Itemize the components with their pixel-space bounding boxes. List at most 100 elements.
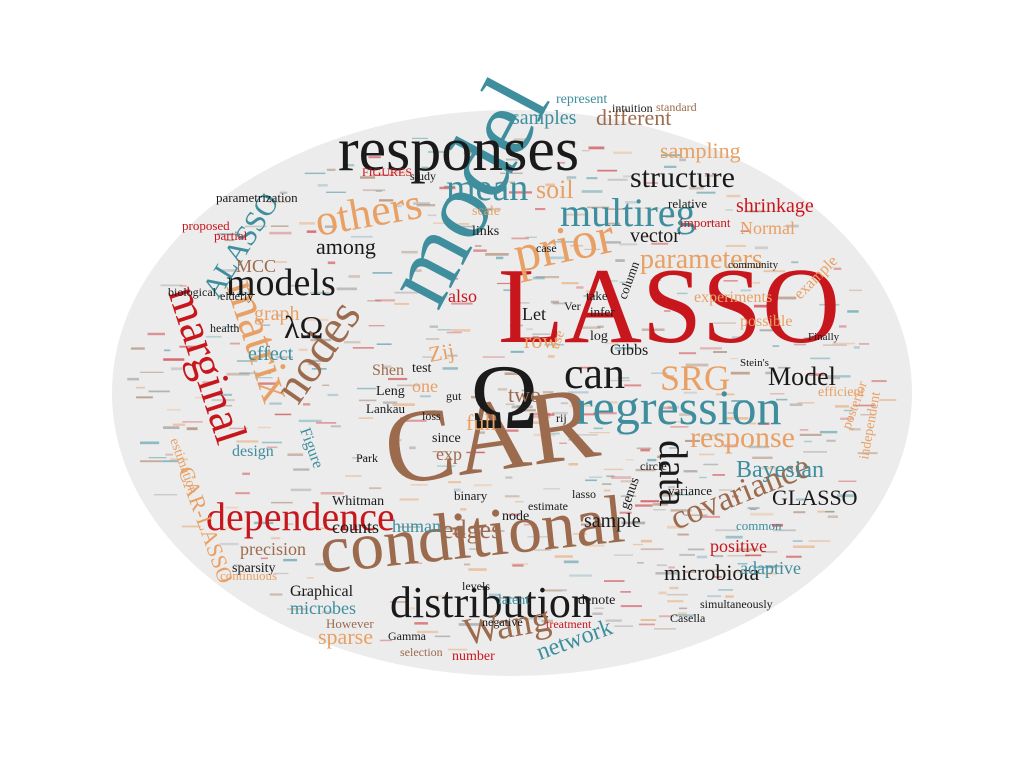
filler-mark	[636, 447, 652, 450]
filler-mark	[269, 402, 282, 405]
filler-mark	[657, 455, 666, 458]
filler-mark	[268, 201, 291, 203]
filler-mark	[308, 363, 321, 366]
filler-mark	[651, 242, 669, 245]
filler-mark	[750, 512, 774, 516]
filler-mark	[421, 166, 429, 168]
filler-mark	[523, 617, 541, 620]
filler-mark	[699, 508, 706, 511]
filler-mark	[353, 525, 371, 528]
word-can: can	[564, 349, 625, 398]
filler-mark	[644, 182, 658, 184]
filler-mark	[615, 259, 625, 262]
filler-mark	[699, 476, 707, 479]
filler-mark	[568, 439, 583, 441]
word-adaptive: adaptive	[740, 558, 801, 578]
filler-mark	[317, 184, 328, 187]
word-number: number	[452, 649, 495, 664]
filler-mark	[879, 399, 897, 401]
filler-mark	[685, 439, 700, 442]
filler-mark	[760, 466, 779, 470]
filler-mark	[541, 619, 553, 623]
filler-mark	[822, 344, 847, 346]
filler-mark	[460, 508, 467, 511]
word-counts: counts	[332, 517, 379, 537]
word-infer: infer	[590, 304, 615, 319]
filler-mark	[737, 563, 748, 565]
filler-mark	[352, 457, 370, 459]
word-selection: selection	[400, 645, 443, 659]
filler-mark	[853, 346, 860, 349]
filler-mark	[706, 221, 716, 224]
filler-mark	[640, 500, 660, 503]
filler-mark	[260, 557, 268, 560]
filler-mark	[237, 291, 252, 295]
word-soil: soil	[536, 175, 574, 204]
filler-mark	[224, 527, 245, 529]
filler-mark	[678, 607, 688, 610]
word-full: full	[466, 410, 497, 435]
filler-mark	[826, 439, 836, 442]
filler-mark	[718, 489, 732, 491]
filler-mark	[438, 295, 448, 298]
filler-mark	[754, 246, 768, 250]
filler-mark	[677, 292, 688, 295]
word-park: Park	[356, 451, 378, 465]
filler-mark	[712, 576, 722, 578]
word-proposed: proposed	[182, 218, 230, 233]
filler-mark	[229, 427, 248, 430]
filler-mark	[413, 202, 430, 205]
word-health: health	[210, 321, 239, 335]
filler-mark	[219, 542, 239, 546]
filler-mark	[206, 394, 213, 397]
filler-mark	[352, 347, 374, 349]
filler-mark	[375, 190, 382, 192]
filler-mark	[740, 289, 752, 292]
filler-mark	[442, 367, 458, 370]
filler-mark	[569, 574, 593, 577]
filler-mark	[433, 222, 453, 225]
word-case: case	[536, 241, 557, 255]
filler-mark	[525, 236, 537, 238]
filler-mark	[473, 484, 492, 487]
filler-mark	[395, 204, 402, 208]
word-biological: biological	[168, 285, 217, 299]
filler-mark	[625, 201, 640, 204]
word-also: also	[448, 286, 477, 306]
filler-mark	[604, 580, 625, 582]
filler-mark	[236, 440, 259, 443]
word-graphical: Graphical	[290, 583, 354, 600]
filler-mark	[752, 281, 761, 284]
word-human: human	[392, 516, 441, 536]
filler-mark	[504, 372, 525, 375]
filler-mark	[859, 343, 870, 345]
filler-mark	[666, 375, 675, 377]
filler-mark	[620, 605, 642, 608]
word-models: models	[226, 262, 336, 304]
filler-mark	[688, 187, 704, 190]
filler-mark	[326, 288, 335, 290]
filler-mark	[453, 488, 461, 492]
filler-mark	[399, 498, 419, 501]
filler-mark	[641, 328, 665, 331]
filler-mark	[561, 282, 579, 285]
word-normal: Normal	[740, 218, 795, 238]
filler-mark	[140, 441, 160, 445]
filler-mark	[552, 411, 568, 415]
filler-mark	[179, 345, 198, 348]
filler-mark	[326, 168, 336, 171]
word-responses: responses	[338, 116, 579, 184]
word-since: since	[432, 431, 461, 446]
filler-mark	[464, 563, 471, 566]
filler-mark	[165, 453, 174, 456]
filler-mark	[761, 572, 777, 575]
filler-mark	[412, 269, 422, 272]
filler-mark	[517, 272, 530, 275]
filler-mark	[303, 403, 311, 406]
filler-mark	[566, 213, 589, 216]
filler-mark	[293, 468, 310, 471]
word-simultaneously: simultaneously	[700, 597, 773, 611]
word-steins: Stein's	[740, 357, 769, 369]
filler-mark	[382, 365, 392, 368]
filler-mark	[677, 612, 687, 616]
